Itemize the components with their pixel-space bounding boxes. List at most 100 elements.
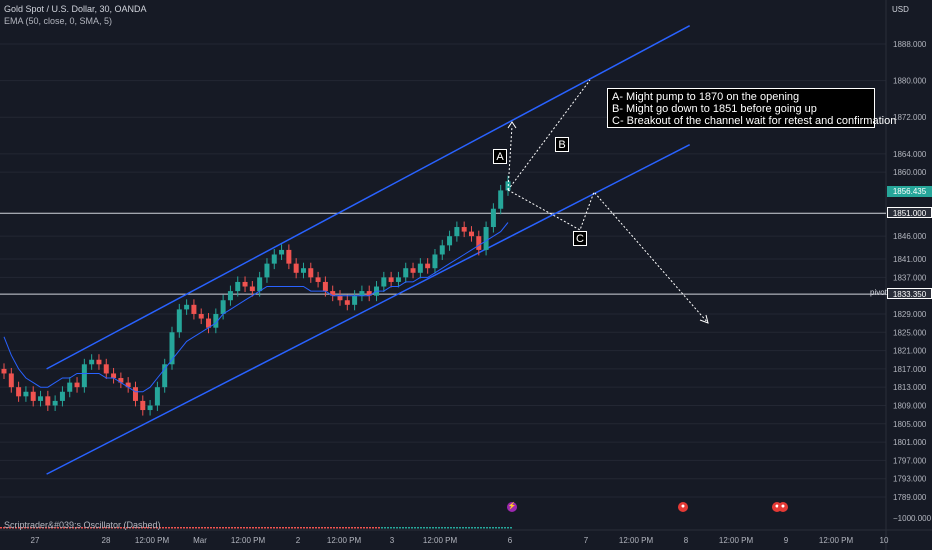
oscillator-dash <box>333 527 335 529</box>
oscillator-dash <box>21 527 23 529</box>
note-line-c: C- Breakout of the channel wait for rete… <box>612 115 897 127</box>
oscillator-dash <box>276 527 278 529</box>
oscillator-dash <box>141 527 143 529</box>
oscillator-dash <box>441 527 443 529</box>
candle-body <box>154 387 160 406</box>
oscillator-dash <box>183 527 185 529</box>
oscillator-dash <box>192 527 194 529</box>
candle-body <box>286 249 292 264</box>
candle-body <box>74 382 80 388</box>
oscillator-dash <box>429 527 431 529</box>
oscillator-dash <box>354 527 356 529</box>
oscillator-dash <box>174 527 176 529</box>
label-a[interactable]: A <box>493 149 507 164</box>
oscillator-dash <box>72 527 74 529</box>
event-flash-icon[interactable]: ⚡ <box>507 502 517 512</box>
candle-body <box>8 373 14 388</box>
oscillator-dash <box>477 527 479 529</box>
oscillator-dash <box>51 527 53 529</box>
oscillator-label[interactable]: Scriptrader&#039;s Oscillator (Dashed) <box>4 520 161 530</box>
candle-body <box>191 304 197 314</box>
oscillator-dash <box>288 527 290 529</box>
level-1833-tag: 1833.350 <box>887 288 932 299</box>
oscillator-dash <box>504 527 506 529</box>
oscillator-dash <box>33 527 35 529</box>
oscillator-dash <box>438 527 440 529</box>
oscillator-dash <box>129 527 131 529</box>
x-tick-label: 12:00 PM <box>719 536 754 545</box>
candle-body <box>315 277 321 282</box>
note-line-a: A- Might pump to 1870 on the opening <box>612 91 800 103</box>
oscillator-dash <box>39 527 41 529</box>
annotation-note[interactable]: A- Might pump to 1870 on the opening B- … <box>607 88 897 128</box>
oscillator-dash <box>465 527 467 529</box>
event-flag-icon-2[interactable]: ● <box>772 502 782 512</box>
oscillator-dash <box>426 527 428 529</box>
oscillator-dash <box>495 527 497 529</box>
oscillator-dash <box>453 527 455 529</box>
oscillator-dash <box>459 527 461 529</box>
currency-label[interactable]: USD <box>892 5 909 14</box>
oscillator-dash <box>366 527 368 529</box>
oscillator-dash <box>219 527 221 529</box>
oscillator-dash <box>243 527 245 529</box>
candle-body <box>30 391 36 401</box>
candle-body <box>447 236 453 246</box>
oscillator-dash <box>264 527 266 529</box>
y-tick-label: 1880.000 <box>893 77 927 86</box>
candle-body <box>132 387 138 401</box>
candle-body <box>264 263 270 278</box>
oscillator-dash <box>408 527 410 529</box>
oscillator-dash <box>30 527 32 529</box>
candle-body <box>1 368 7 374</box>
candle-body <box>498 190 504 209</box>
oscillator-dash <box>492 527 494 529</box>
label-b[interactable]: B <box>555 137 569 152</box>
oscillator-dash <box>279 527 281 529</box>
oscillator-dash <box>84 527 86 529</box>
x-tick-label: 12:00 PM <box>231 536 266 545</box>
oscillator-dash <box>117 527 119 529</box>
candle-body <box>147 405 153 411</box>
oscillator-dash <box>258 527 260 529</box>
candle-body <box>476 236 482 250</box>
oscillator-dash <box>198 527 200 529</box>
oscillator-dash <box>18 527 20 529</box>
oscillator-dash <box>357 527 359 529</box>
oscillator-dash <box>234 527 236 529</box>
label-c[interactable]: C <box>573 231 587 246</box>
candle-body <box>198 313 204 319</box>
candle-body <box>125 382 131 388</box>
candle-body <box>337 295 343 301</box>
oscillator-dash <box>162 527 164 529</box>
candle-body <box>308 268 314 278</box>
candle-body <box>184 304 190 310</box>
x-tick-label: 9 <box>784 536 789 545</box>
event-flag-icon[interactable]: ● <box>678 502 688 512</box>
candle-body <box>16 387 22 397</box>
oscillator-dash <box>27 527 29 529</box>
oscillator-dash <box>345 527 347 529</box>
oscillator-dash <box>471 527 473 529</box>
y-tick-label: 1864.000 <box>893 150 927 159</box>
candle-body <box>410 268 416 273</box>
candle-body <box>169 332 175 365</box>
candle-body <box>81 364 87 388</box>
oscillator-dash <box>249 527 251 529</box>
pivot-label: pivot <box>870 288 887 297</box>
oscillator-tick-label: −1000.000 <box>893 514 932 523</box>
oscillator-dash <box>45 527 47 529</box>
oscillator-dash <box>48 527 50 529</box>
oscillator-dash <box>3 527 5 529</box>
candle-body <box>395 277 401 282</box>
ema-indicator-label[interactable]: EMA (50, close, 0, SMA, 5) <box>4 16 113 26</box>
event-flag-icon-3[interactable]: ● <box>778 502 788 512</box>
projection-c <box>507 189 709 324</box>
oscillator-dash <box>375 527 377 529</box>
candle-body <box>403 268 409 278</box>
oscillator-dash <box>168 527 170 529</box>
y-tick-label: 1813.000 <box>893 383 927 392</box>
x-tick-label: Mar <box>193 536 207 545</box>
oscillator-dash <box>342 527 344 529</box>
